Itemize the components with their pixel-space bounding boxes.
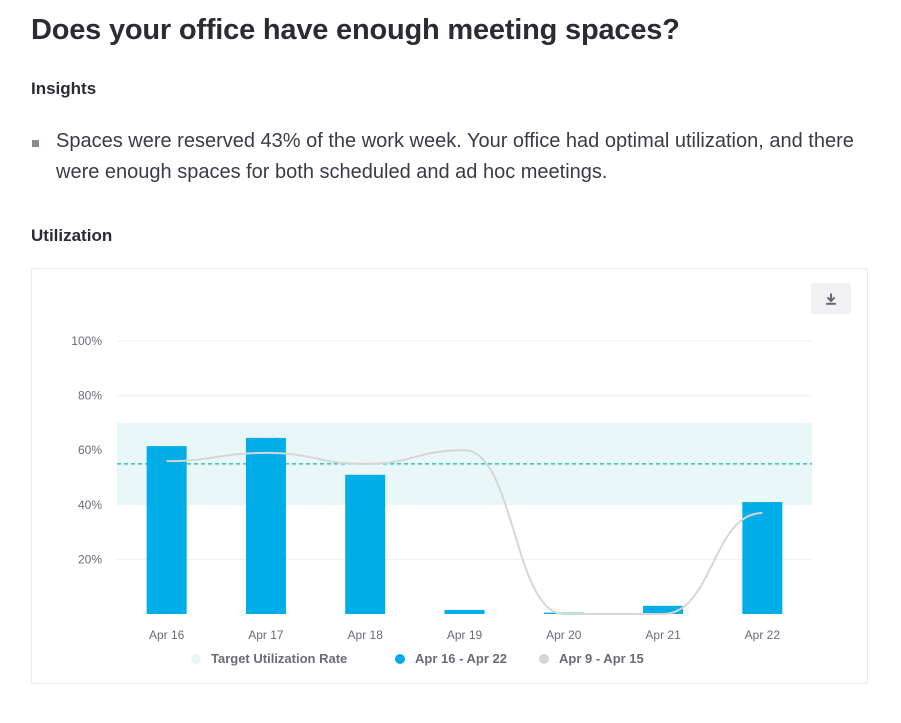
y-tick-label-20: 20% <box>78 552 102 566</box>
insight-item: Spaces were reserved 43% of the work wee… <box>31 126 881 188</box>
x-tick-label-apr-19: Apr 19 <box>447 628 483 642</box>
bullet-square-icon <box>32 140 39 147</box>
target-utilization-layer <box>117 422 812 505</box>
x-tick-label-apr-18: Apr 18 <box>348 628 384 642</box>
utilization-heading: Utilization <box>31 226 113 245</box>
x-tick-label-apr-22: Apr 22 <box>745 628 781 642</box>
line-path-apr-9-15 <box>166 449 763 616</box>
utilization-chart: 20% 40% 60% 80% 100% Apr 16 Apr 17 Apr 18 Apr 19… <box>71 334 812 666</box>
legend-label-apr-16-22: Apr 16 - Apr 22 <box>415 651 507 666</box>
y-tick-label-100: 100% <box>71 334 102 348</box>
legend-marker-apr-9-15 <box>539 654 549 664</box>
line-series-apr-9-15 <box>166 449 763 616</box>
download-icon <box>826 293 836 305</box>
x-tick-label-apr-20: Apr 20 <box>546 628 582 642</box>
x-tick-label-apr-21: Apr 21 <box>645 628 681 642</box>
legend-label-apr-9-15: Apr 9 - Apr 15 <box>559 651 644 666</box>
page-title: Does your office have enough meeting spa… <box>31 14 680 46</box>
y-tick-label-60: 60% <box>78 443 102 457</box>
bar-apr-21 <box>643 605 684 614</box>
download-button[interactable] <box>811 283 851 314</box>
axis-labels: 20% 40% 60% 80% 100% Apr 16 Apr 17 Apr 18 Apr 19… <box>71 334 780 642</box>
y-tick-label-40: 40% <box>78 498 102 512</box>
chart-legend: Target Utilization Rate Apr 16 - Apr 22 Ap… <box>191 651 644 666</box>
utilization-chart-card: 20% 40% 60% 80% 100% Apr 16 Apr 17 Apr 18 Apr 19… <box>31 268 868 684</box>
insights-heading: Insights <box>31 79 97 98</box>
bar-apr-19 <box>444 609 485 614</box>
legend-marker-apr-16-22 <box>395 654 405 664</box>
x-tick-label-apr-17: Apr 17 <box>248 628 284 642</box>
legend-label-target-utilization: Target Utilization Rate <box>211 651 347 666</box>
bar-apr-16 <box>146 446 187 614</box>
bar-apr-18 <box>345 474 386 614</box>
bar-series-apr-16-22 <box>146 437 783 614</box>
y-tick-label-80: 80% <box>78 389 102 403</box>
insights-list: Spaces were reserved 43% of the work wee… <box>31 126 881 188</box>
bar-apr-17 <box>245 437 286 614</box>
bar-apr-22 <box>742 502 783 614</box>
legend-marker-target-utilization <box>191 654 201 664</box>
x-tick-label-apr-16: Apr 16 <box>149 628 185 642</box>
insight-text: Spaces were reserved 43% of the work wee… <box>56 130 854 183</box>
